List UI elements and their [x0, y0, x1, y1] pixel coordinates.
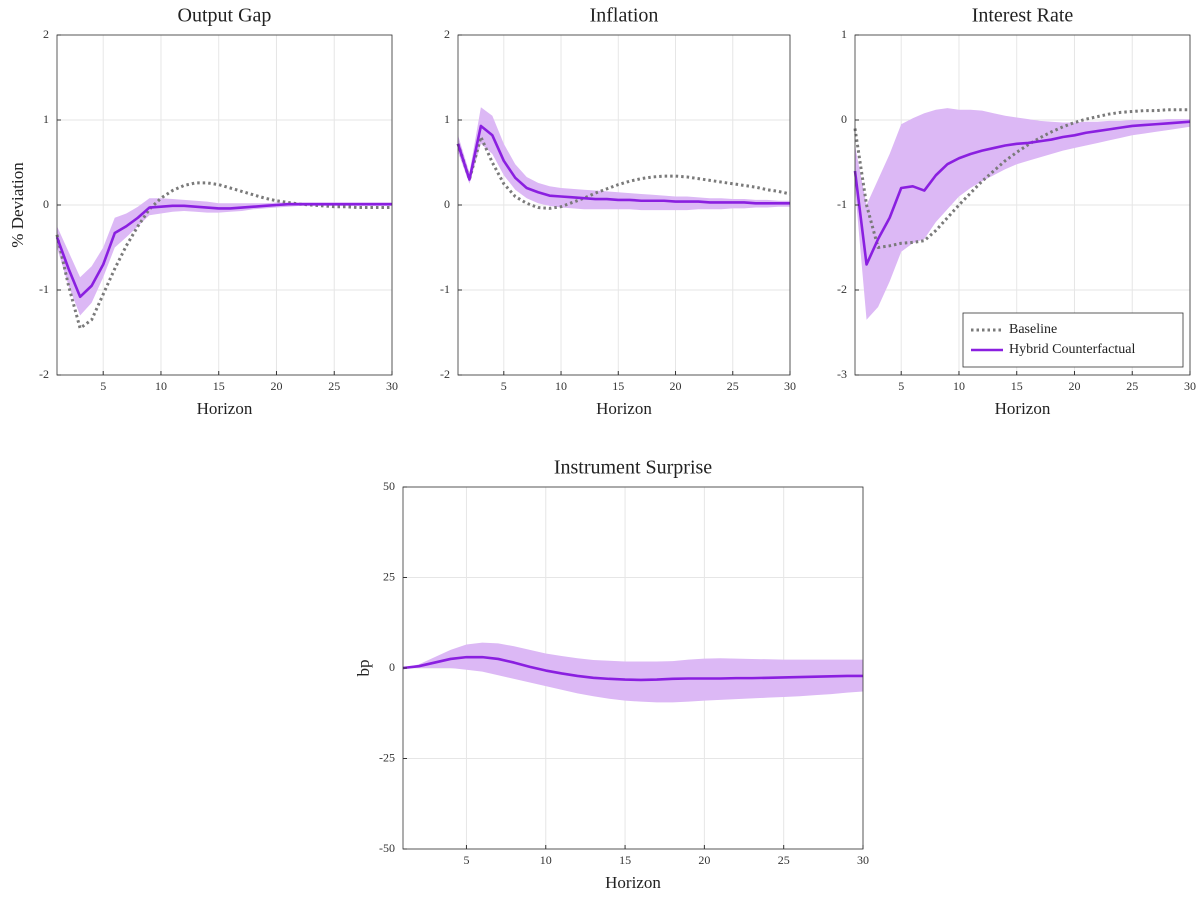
x-tick-label: 20 — [698, 853, 710, 867]
x-axis-label: Horizon — [197, 399, 253, 418]
series-line — [853, 120, 1191, 266]
y-tick-label: 1 — [841, 27, 847, 41]
x-tick-label: 5 — [898, 379, 904, 393]
x-tick-label: 30 — [386, 379, 398, 393]
x-axis-label: Horizon — [995, 399, 1051, 418]
y-tick-label: -25 — [379, 750, 395, 764]
legend-box — [962, 312, 1184, 368]
x-tick-label: 20 — [1068, 379, 1080, 393]
x-tick-label: 25 — [328, 379, 340, 393]
series-line — [402, 655, 863, 682]
chart-title: Interest Rate — [972, 5, 1074, 27]
y-tick-label: -1 — [440, 282, 450, 296]
x-tick-label: 30 — [784, 379, 796, 393]
y-tick-label: 0 — [389, 660, 395, 674]
x-tick-label: 15 — [612, 379, 624, 393]
legend-label: Hybrid Counterfactual — [1009, 342, 1135, 357]
x-tick-label: 5 — [463, 853, 469, 867]
series-line — [55, 202, 392, 299]
x-tick-label: 30 — [1184, 379, 1196, 393]
chart-title: Inflation — [590, 5, 659, 27]
confidence-band — [57, 198, 392, 316]
panel: 5 10 15 20 25 30 -50 -25 0 25 50 Instrument Surpris… — [354, 457, 869, 892]
y-tick-label: 1 — [43, 112, 49, 126]
x-tick-label: 15 — [1011, 379, 1023, 393]
y-tick-label: 25 — [383, 569, 395, 583]
y-tick-label: 2 — [444, 27, 450, 41]
legend-label: Baseline — [1009, 322, 1057, 337]
x-tick-label: 5 — [501, 379, 507, 393]
y-tick-label: -1 — [837, 197, 847, 211]
x-tick-label: 10 — [555, 379, 567, 393]
x-tick-label: 15 — [213, 379, 225, 393]
x-tick-label: 15 — [619, 853, 631, 867]
x-tick-label: 10 — [540, 853, 552, 867]
series-line — [55, 181, 392, 330]
panel: 5 10 15 20 25 30 -2 -1 0 1 2 Inflation Horizon — [440, 5, 796, 418]
x-tick-label: 5 — [100, 379, 106, 393]
y-tick-label: -2 — [39, 367, 49, 381]
y-axis-label: bp — [354, 660, 373, 677]
x-tick-label: 20 — [670, 379, 682, 393]
y-tick-label: -1 — [39, 282, 49, 296]
y-tick-label: 2 — [43, 27, 49, 41]
y-tick-label: 0 — [43, 197, 49, 211]
x-axis-label: Horizon — [596, 399, 652, 418]
panel: 5 10 15 20 25 30 -3 -2 -1 0 1 Interest Rate Horizon B… — [837, 5, 1196, 418]
y-axis-label: % Deviation — [8, 162, 27, 248]
confidence-band — [458, 107, 790, 211]
confidence-band — [855, 108, 1190, 320]
confidence-band — [403, 642, 863, 703]
series-line — [456, 124, 790, 205]
panel: 5 10 15 20 25 30 -2 -1 0 1 2 Output Gap Horizon % Dev… — [8, 5, 398, 418]
x-tick-label: 10 — [155, 379, 167, 393]
y-tick-label: -50 — [379, 841, 395, 855]
y-tick-label: -3 — [837, 367, 847, 381]
chart-title: Instrument Surprise — [554, 457, 712, 479]
x-axis-label: Horizon — [605, 873, 661, 892]
y-tick-label: -2 — [440, 367, 450, 381]
y-tick-label: 1 — [444, 112, 450, 126]
series-line — [853, 108, 1190, 249]
x-tick-label: 30 — [857, 853, 869, 867]
x-tick-label: 25 — [778, 853, 790, 867]
y-tick-label: 0 — [841, 112, 847, 126]
y-tick-label: 50 — [383, 479, 395, 493]
y-tick-label: -2 — [837, 282, 847, 296]
chart-title: Output Gap — [178, 5, 272, 27]
x-tick-label: 25 — [1126, 379, 1138, 393]
legend: Baseline Hybrid Counterfactual — [962, 312, 1184, 368]
y-tick-label: 0 — [444, 197, 450, 211]
x-tick-label: 20 — [270, 379, 282, 393]
x-tick-label: 25 — [727, 379, 739, 393]
x-tick-label: 10 — [953, 379, 965, 393]
